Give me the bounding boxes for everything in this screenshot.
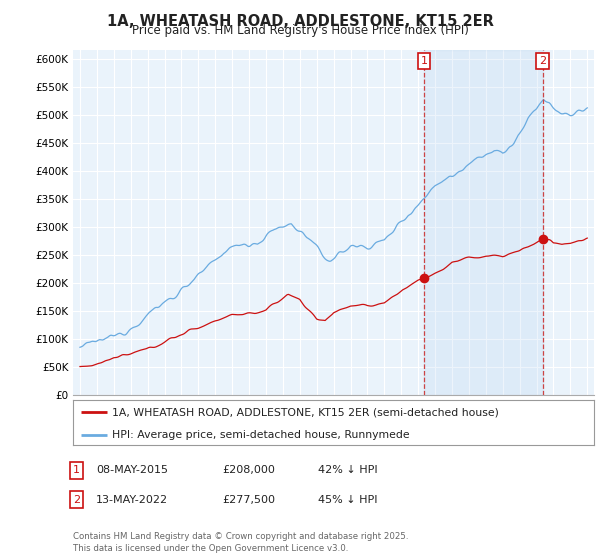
Text: 1A, WHEATASH ROAD, ADDLESTONE, KT15 2ER: 1A, WHEATASH ROAD, ADDLESTONE, KT15 2ER [107,14,493,29]
Text: 13-MAY-2022: 13-MAY-2022 [96,494,168,505]
Text: Price paid vs. HM Land Registry's House Price Index (HPI): Price paid vs. HM Land Registry's House … [131,24,469,37]
Text: 2: 2 [73,494,80,505]
Text: 2: 2 [539,56,546,66]
Text: 45% ↓ HPI: 45% ↓ HPI [318,494,377,505]
Text: 1: 1 [421,56,428,66]
Text: Contains HM Land Registry data © Crown copyright and database right 2025.
This d: Contains HM Land Registry data © Crown c… [73,533,409,553]
Text: HPI: Average price, semi-detached house, Runnymede: HPI: Average price, semi-detached house,… [112,430,410,440]
Text: 1A, WHEATASH ROAD, ADDLESTONE, KT15 2ER (semi-detached house): 1A, WHEATASH ROAD, ADDLESTONE, KT15 2ER … [112,408,499,418]
Text: £277,500: £277,500 [222,494,275,505]
Text: £208,000: £208,000 [222,465,275,475]
Text: 08-MAY-2015: 08-MAY-2015 [96,465,168,475]
Text: 1: 1 [73,465,80,475]
Bar [424,50,542,395]
Text: 42% ↓ HPI: 42% ↓ HPI [318,465,377,475]
